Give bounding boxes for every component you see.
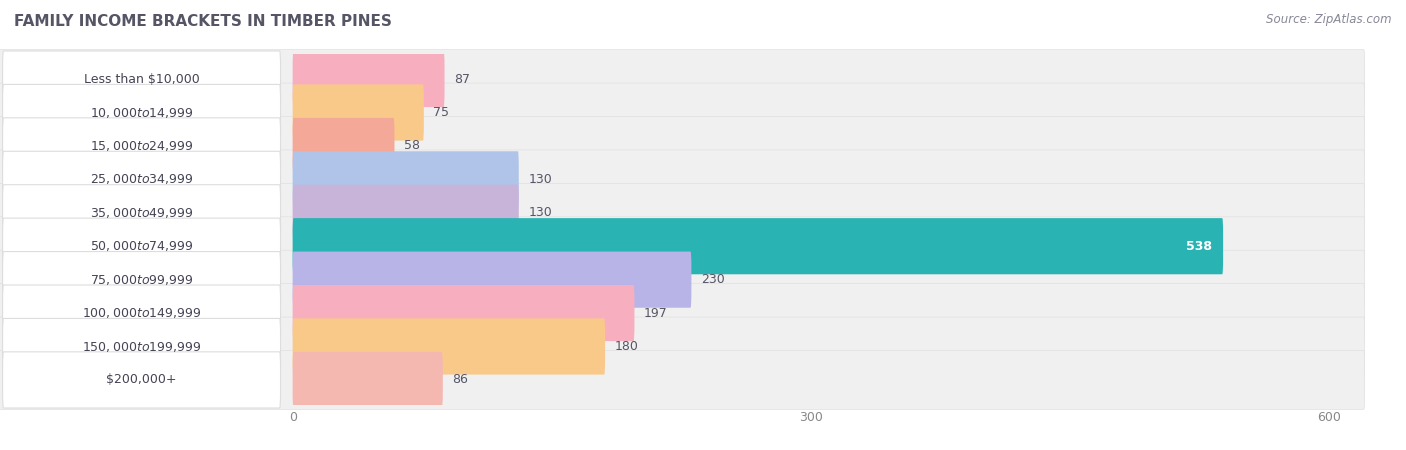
FancyBboxPatch shape: [292, 319, 605, 374]
FancyBboxPatch shape: [0, 117, 1365, 176]
FancyBboxPatch shape: [292, 118, 395, 174]
Text: 180: 180: [614, 340, 638, 353]
FancyBboxPatch shape: [3, 218, 281, 274]
FancyBboxPatch shape: [292, 252, 692, 308]
Text: $15,000 to $24,999: $15,000 to $24,999: [90, 139, 193, 153]
Text: $35,000 to $49,999: $35,000 to $49,999: [90, 206, 193, 220]
Text: Less than $10,000: Less than $10,000: [84, 72, 200, 86]
Text: $25,000 to $34,999: $25,000 to $34,999: [90, 172, 193, 186]
FancyBboxPatch shape: [0, 217, 1365, 276]
FancyBboxPatch shape: [0, 183, 1365, 242]
FancyBboxPatch shape: [3, 151, 281, 207]
FancyBboxPatch shape: [3, 252, 281, 308]
Text: Source: ZipAtlas.com: Source: ZipAtlas.com: [1267, 14, 1392, 27]
Text: 130: 130: [529, 173, 553, 186]
Text: 58: 58: [404, 140, 420, 153]
Text: $200,000+: $200,000+: [107, 374, 177, 387]
FancyBboxPatch shape: [3, 319, 281, 374]
FancyBboxPatch shape: [0, 351, 1365, 410]
Text: $50,000 to $74,999: $50,000 to $74,999: [90, 239, 193, 253]
FancyBboxPatch shape: [3, 118, 281, 174]
FancyBboxPatch shape: [292, 151, 519, 207]
FancyBboxPatch shape: [292, 218, 1223, 274]
FancyBboxPatch shape: [0, 50, 1365, 108]
Text: FAMILY INCOME BRACKETS IN TIMBER PINES: FAMILY INCOME BRACKETS IN TIMBER PINES: [14, 14, 392, 28]
Text: $75,000 to $99,999: $75,000 to $99,999: [90, 273, 193, 287]
Text: $10,000 to $14,999: $10,000 to $14,999: [90, 105, 193, 120]
Text: $100,000 to $149,999: $100,000 to $149,999: [82, 306, 201, 320]
Text: 87: 87: [454, 72, 470, 86]
Text: 75: 75: [433, 106, 450, 119]
FancyBboxPatch shape: [292, 285, 634, 341]
FancyBboxPatch shape: [3, 352, 281, 408]
Text: 197: 197: [644, 306, 668, 320]
FancyBboxPatch shape: [0, 284, 1365, 342]
FancyBboxPatch shape: [3, 85, 281, 140]
FancyBboxPatch shape: [292, 352, 443, 408]
Text: 86: 86: [453, 374, 468, 387]
FancyBboxPatch shape: [3, 51, 281, 107]
FancyBboxPatch shape: [3, 184, 281, 241]
FancyBboxPatch shape: [0, 317, 1365, 376]
Text: $150,000 to $199,999: $150,000 to $199,999: [82, 339, 201, 354]
FancyBboxPatch shape: [292, 51, 444, 107]
FancyBboxPatch shape: [292, 184, 519, 241]
FancyBboxPatch shape: [0, 150, 1365, 209]
FancyBboxPatch shape: [292, 85, 423, 140]
FancyBboxPatch shape: [0, 83, 1365, 142]
Text: 130: 130: [529, 206, 553, 219]
FancyBboxPatch shape: [0, 250, 1365, 309]
Text: 230: 230: [702, 273, 724, 286]
FancyBboxPatch shape: [3, 285, 281, 341]
Text: 538: 538: [1185, 240, 1212, 253]
